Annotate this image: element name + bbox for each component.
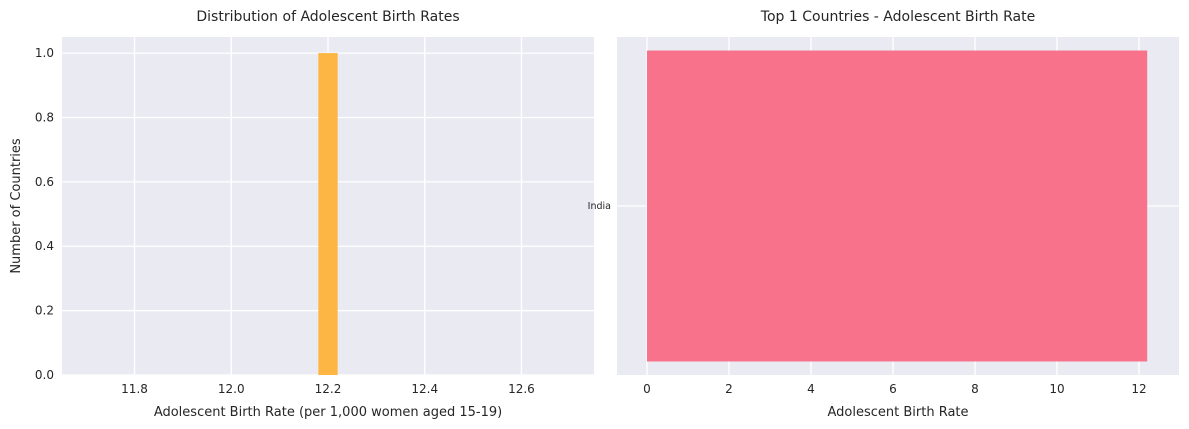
top-countries-x-tick-label: 4 — [807, 382, 815, 396]
top-countries-bar — [647, 50, 1148, 362]
histogram-x-tick-label: 12.0 — [218, 382, 245, 396]
top-countries-category-label: India — [588, 201, 611, 212]
top-countries-x-tick-label: 6 — [889, 382, 897, 396]
histogram-y-tick-label: 0.0 — [35, 368, 54, 382]
histogram-x-tick-label: 12.4 — [411, 382, 438, 396]
histogram-y-tick-label: 0.6 — [35, 175, 54, 189]
histogram-panel: 11.8 12.0 12.2 12.4 12.6 0.00.20.40.60.81.0 … — [9, 9, 594, 420]
histogram-title: Distribution of Adolescent Birth Rates — [196, 9, 459, 25]
histogram-x-tick-label: 11.8 — [121, 382, 148, 396]
top-countries-x-tick-label: 8 — [971, 382, 979, 396]
histogram-y-tick-label: 0.2 — [35, 304, 54, 318]
histogram-bar — [318, 53, 338, 375]
histogram-x-axis-label: Adolescent Birth Rate (per 1,000 women a… — [154, 405, 502, 420]
histogram-y-ticks: 0.0 0.2 0.4 0.6 0.8 1.0 — [35, 46, 54, 382]
histogram-x-tick-label: 12.2 — [315, 382, 342, 396]
top-countries-panel: 0 2 4 6 8 10 12 India Top 1 Countries - Adoles… — [588, 9, 1179, 420]
histogram-x-tick-label: 12.6 — [508, 382, 535, 396]
top-countries-bars — [647, 50, 1148, 362]
top-countries-x-ticks: 0 2 4 6 8 10 12 — [643, 382, 1146, 396]
histogram-x-ticks: 11.8 12.0 12.2 12.4 12.6 — [121, 382, 535, 396]
top-countries-x-tick-label: 0 — [643, 382, 651, 396]
top-countries-title: Top 1 Countries - Adolescent Birth Rate — [760, 9, 1035, 25]
top-countries-category-labels: India — [588, 201, 611, 212]
top-countries-x-tick-label: 2 — [725, 382, 733, 396]
histogram-y-axis-label: Number of Countries — [9, 138, 24, 274]
histogram-y-tick-label: 1.0 — [35, 46, 54, 60]
histogram-y-tick-label: 0.8 — [35, 110, 54, 124]
top-countries-x-tick-label: 12 — [1131, 382, 1146, 396]
histogram-y-tick-label: 0.4 — [35, 239, 54, 253]
top-countries-x-tick-label: 10 — [1049, 382, 1064, 396]
histogram-bars — [318, 53, 338, 375]
top-countries-x-axis-label: Adolescent Birth Rate — [827, 405, 968, 420]
